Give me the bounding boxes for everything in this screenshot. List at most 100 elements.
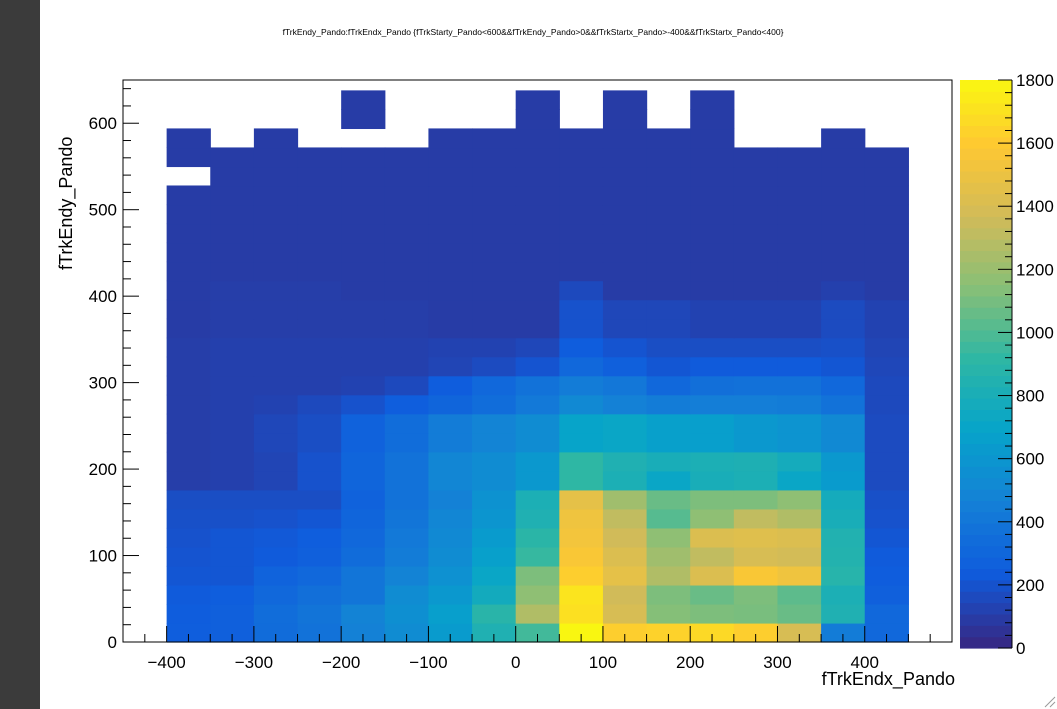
heatmap-cell bbox=[646, 565, 691, 586]
heatmap-cell bbox=[253, 603, 299, 624]
heatmap-cell bbox=[341, 546, 386, 567]
palette-tick-label: 1200 bbox=[1016, 260, 1054, 279]
palette-swatch bbox=[960, 636, 1012, 649]
heatmap-cell bbox=[690, 337, 735, 358]
heatmap-cell bbox=[341, 90, 386, 110]
x-tick-label: 300 bbox=[763, 653, 791, 672]
heatmap-cell bbox=[602, 299, 648, 320]
heatmap-cell bbox=[428, 413, 473, 434]
heatmap-cell bbox=[210, 394, 255, 415]
heatmap-cell bbox=[166, 337, 211, 358]
heatmap-cell bbox=[777, 280, 822, 301]
heatmap-cell bbox=[821, 299, 866, 320]
heatmap-cells bbox=[166, 90, 909, 643]
heatmap-cell bbox=[646, 223, 691, 244]
palette-swatch bbox=[960, 204, 1012, 217]
heatmap-cell bbox=[821, 166, 866, 187]
heatmap-cell bbox=[821, 546, 866, 567]
palette-swatch bbox=[960, 420, 1012, 433]
heatmap-cell bbox=[166, 527, 211, 548]
heatmap-cell bbox=[559, 603, 604, 624]
heatmap-cell bbox=[690, 432, 735, 453]
palette-swatch bbox=[960, 136, 1012, 149]
heatmap-cell bbox=[646, 261, 691, 282]
palette-swatch bbox=[960, 398, 1012, 411]
heatmap-cell bbox=[821, 128, 866, 149]
heatmap-cell bbox=[210, 356, 255, 377]
heatmap-cell bbox=[166, 603, 211, 624]
heatmap-cell bbox=[864, 280, 909, 301]
x-tick-label: −200 bbox=[322, 653, 360, 672]
heatmap-cell bbox=[166, 242, 211, 263]
heatmap-cell bbox=[297, 166, 342, 187]
heatmap-cell bbox=[166, 470, 211, 491]
y-axis: 0 100 200 300 400 500 600 bbox=[89, 88, 139, 652]
heatmap-cell bbox=[646, 603, 691, 624]
heatmap-cell bbox=[733, 508, 779, 529]
heatmap-cell bbox=[864, 356, 909, 377]
heatmap-cell bbox=[384, 527, 430, 548]
y-tick-label: 200 bbox=[89, 460, 117, 479]
heatmap-cell bbox=[253, 432, 299, 453]
heatmap-cell bbox=[166, 318, 211, 339]
heatmap-cell bbox=[864, 432, 909, 453]
heatmap-cell bbox=[166, 489, 211, 510]
heatmap-cell bbox=[297, 508, 342, 529]
heatmap-cell bbox=[515, 508, 560, 529]
heatmap-cell bbox=[210, 299, 255, 320]
palette-tick-label: 1000 bbox=[1016, 323, 1054, 342]
heatmap-cell bbox=[733, 622, 779, 643]
heatmap-cell bbox=[210, 432, 255, 453]
heatmap-cell bbox=[297, 470, 342, 491]
heatmap-cell bbox=[821, 451, 866, 472]
heatmap-cell bbox=[602, 90, 648, 110]
heatmap-cell bbox=[821, 394, 866, 415]
heatmap-cell bbox=[210, 375, 255, 396]
x-tick-label: −400 bbox=[147, 653, 185, 672]
heatmap-cell bbox=[472, 223, 517, 244]
heatmap-cell bbox=[253, 565, 299, 586]
heatmap-cell bbox=[602, 280, 648, 301]
heatmap-cell bbox=[864, 147, 909, 168]
heatmap-cell bbox=[515, 318, 560, 339]
heatmap-cell bbox=[297, 451, 342, 472]
heatmap-cell bbox=[690, 356, 735, 377]
heatmap-cell bbox=[690, 90, 735, 110]
heatmap-cell bbox=[515, 147, 560, 168]
heatmap-cell bbox=[864, 413, 909, 434]
heatmap-cell bbox=[864, 603, 909, 624]
heatmap-cell bbox=[384, 375, 430, 396]
heatmap-cell bbox=[777, 413, 822, 434]
palette-swatch bbox=[960, 579, 1012, 592]
heatmap-cell bbox=[166, 546, 211, 567]
heatmap-cell bbox=[166, 204, 211, 225]
heatmap-cell bbox=[297, 375, 342, 396]
heatmap-cell bbox=[864, 508, 909, 529]
heatmap-cell bbox=[384, 565, 430, 586]
heatmap-cell bbox=[210, 565, 255, 586]
heatmap-cell bbox=[733, 432, 779, 453]
heatmap-cell bbox=[559, 375, 604, 396]
palette-tick-label: 600 bbox=[1016, 450, 1044, 469]
heatmap-cell bbox=[253, 280, 299, 301]
x-tick-label: 100 bbox=[589, 653, 617, 672]
heatmap-cell bbox=[253, 508, 299, 529]
heatmap-cell bbox=[733, 280, 779, 301]
heatmap-cell bbox=[733, 337, 779, 358]
heatmap-cell bbox=[515, 166, 560, 187]
heatmap-cell bbox=[602, 166, 648, 187]
heatmap-cell bbox=[646, 128, 691, 149]
heatmap-cell bbox=[864, 451, 909, 472]
heatmap-cell bbox=[646, 147, 691, 168]
heatmap-cell bbox=[341, 470, 386, 491]
palette-swatch bbox=[960, 125, 1012, 138]
heatmap-cell bbox=[602, 204, 648, 225]
heatmap-cell bbox=[690, 242, 735, 263]
palette-swatch bbox=[960, 329, 1012, 342]
heatmap-cell bbox=[428, 432, 473, 453]
resize-grip-icon[interactable] bbox=[1041, 693, 1057, 709]
heatmap-cell bbox=[646, 375, 691, 396]
heatmap-cell bbox=[602, 451, 648, 472]
heatmap-cell bbox=[210, 489, 255, 510]
heatmap-cell bbox=[428, 584, 473, 605]
